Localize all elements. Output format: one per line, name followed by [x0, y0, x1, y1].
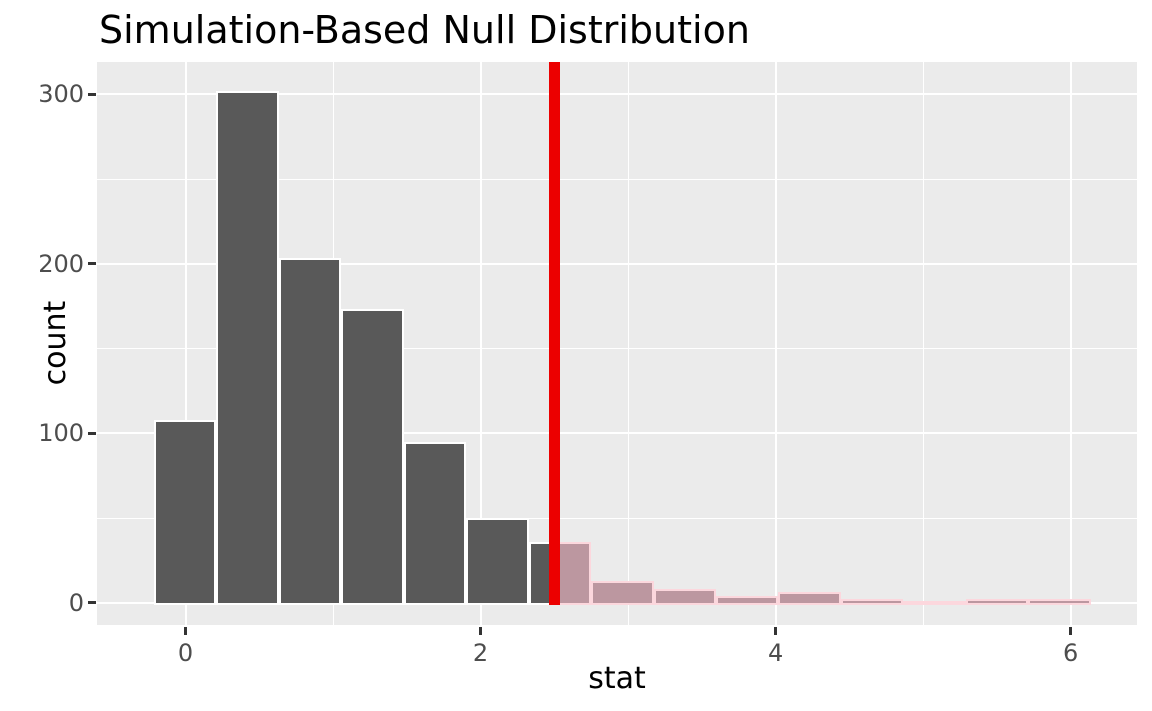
- gridline-major-horizontal: [97, 262, 1137, 265]
- histogram-bar: [466, 517, 529, 605]
- gridline-major-vertical: [184, 62, 187, 625]
- plot-panel: [97, 62, 1137, 625]
- x-axis-title: stat: [588, 661, 646, 696]
- x-axis-tick-label: 0: [177, 639, 194, 667]
- x-axis-tick-mark: [1069, 627, 1073, 635]
- gridline-major-horizontal: [97, 432, 1137, 435]
- gridline-minor-horizontal: [97, 178, 1137, 180]
- gridline-major-vertical: [1069, 62, 1072, 625]
- gridline-minor-vertical: [922, 62, 924, 625]
- gridline-major-vertical: [774, 62, 777, 625]
- histogram-bar: [278, 258, 342, 605]
- histogram-bar: [154, 419, 217, 605]
- shaded-histogram-bar: [715, 595, 779, 605]
- y-axis-tick-label: 200: [38, 249, 84, 278]
- x-axis-tick-label: 6: [1062, 639, 1079, 667]
- plot-title: Simulation-Based Null Distribution: [99, 8, 750, 52]
- y-axis-tick-mark: [88, 431, 96, 435]
- shaded-histogram-bar: [840, 599, 904, 605]
- shaded-histogram-bar: [778, 592, 841, 605]
- histogram-bar: [216, 90, 279, 605]
- y-axis-tick-mark: [88, 92, 96, 96]
- x-axis-tick-mark: [774, 627, 778, 635]
- histogram-bar: [341, 309, 404, 605]
- shaded-histogram-bar: [903, 600, 966, 605]
- y-axis-tick-label: 300: [38, 80, 84, 109]
- gridline-minor-vertical: [627, 62, 629, 625]
- gridline-major-vertical: [479, 62, 482, 625]
- shaded-histogram-bar: [965, 599, 1029, 605]
- shaded-histogram-bar: [554, 541, 592, 605]
- y-axis-tick-mark: [88, 601, 96, 605]
- shaded-histogram-bar: [591, 580, 654, 605]
- y-axis-tick-label: 0: [68, 588, 84, 617]
- gridline-major-horizontal: [97, 93, 1137, 96]
- shaded-histogram-bar: [1028, 599, 1091, 605]
- gridline-minor-horizontal: [97, 348, 1137, 350]
- x-axis-tick-label: 4: [767, 639, 784, 667]
- x-axis-tick-mark: [479, 627, 483, 635]
- observed-stat-line: [548, 62, 560, 605]
- histogram-bar: [403, 441, 467, 605]
- y-axis-title: count: [38, 300, 73, 386]
- y-axis-tick-mark: [88, 262, 96, 266]
- shaded-histogram-bar: [653, 589, 716, 605]
- y-axis-tick-label: 100: [38, 419, 84, 448]
- x-axis-tick-label: 2: [472, 639, 489, 667]
- gridline-minor-horizontal: [97, 517, 1137, 519]
- x-axis-tick-mark: [184, 627, 187, 635]
